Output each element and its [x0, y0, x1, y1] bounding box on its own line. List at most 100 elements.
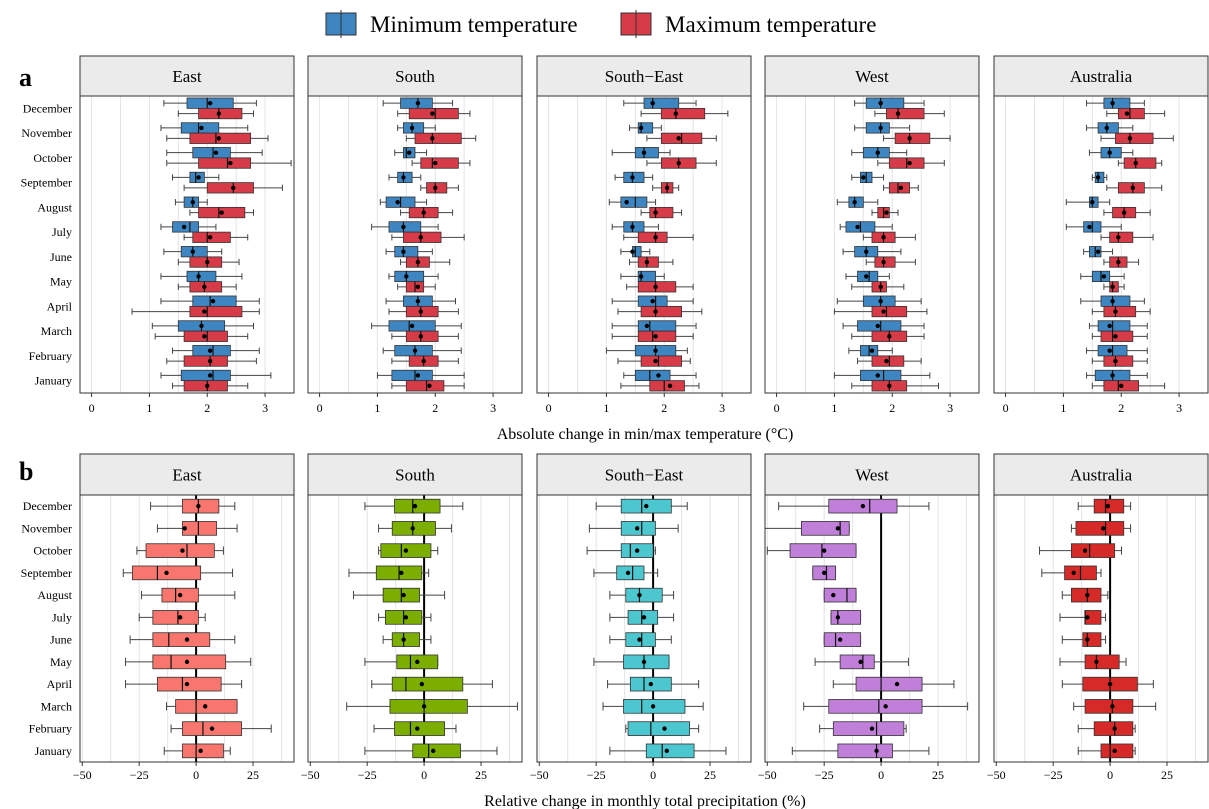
box-august — [1061, 587, 1109, 603]
month-label-july: July — [52, 225, 72, 239]
panel-border — [764, 95, 980, 394]
box-september — [593, 565, 659, 581]
mean-point — [835, 615, 841, 620]
box-september — [122, 565, 234, 581]
mean-point — [884, 210, 889, 215]
box-min-november — [1086, 122, 1134, 134]
box-min-december — [1086, 97, 1145, 109]
box-min-july — [371, 221, 439, 233]
month-label-october: October — [33, 544, 72, 558]
box-october — [378, 543, 439, 558]
mean-point — [401, 249, 406, 254]
facet-strip — [536, 453, 752, 496]
mean-point — [625, 570, 631, 576]
mean-point — [207, 235, 213, 240]
box-max-march — [1091, 330, 1148, 342]
mean-point — [864, 249, 869, 254]
mean-point — [418, 334, 423, 339]
mean-point — [648, 681, 654, 687]
month-label-december: December — [23, 499, 72, 513]
mean-point — [421, 358, 426, 364]
box — [186, 270, 217, 283]
box-max-december — [397, 107, 471, 120]
mean-point — [855, 224, 860, 230]
mean-point — [878, 298, 883, 304]
box-may — [364, 654, 439, 670]
box — [865, 122, 890, 134]
mean-point — [1085, 637, 1090, 642]
mean-point — [858, 659, 863, 665]
mean-point — [419, 681, 425, 687]
mean-point — [415, 659, 420, 665]
box — [865, 97, 905, 109]
box-min-july — [611, 221, 659, 233]
box — [1115, 132, 1154, 144]
box-september — [348, 565, 430, 581]
mean-point — [431, 748, 436, 754]
mean-point — [653, 284, 658, 290]
box-max-august — [640, 206, 683, 219]
box-max-july — [183, 231, 249, 243]
mean-point — [650, 298, 655, 304]
mean-point — [835, 526, 841, 531]
mean-point — [907, 160, 912, 166]
box-min-july — [160, 221, 217, 233]
box-max-may — [626, 281, 694, 293]
box — [182, 743, 224, 759]
box-max-november — [405, 132, 477, 144]
box — [634, 147, 659, 159]
box-max-september — [420, 182, 459, 194]
month-label-november: November — [21, 126, 72, 140]
box-max-december — [874, 107, 945, 120]
mean-point — [881, 309, 886, 314]
x-tick-label: −25 — [1044, 768, 1063, 782]
x-tick-label: 1 — [603, 401, 609, 415]
mean-point — [860, 503, 866, 509]
box — [198, 157, 252, 169]
box-april — [607, 676, 700, 692]
box-april — [832, 676, 955, 692]
box — [645, 743, 695, 759]
box — [649, 380, 685, 392]
box-max-april — [617, 305, 703, 318]
box-april — [371, 676, 493, 692]
mean-point — [875, 373, 880, 378]
x-tick-label: 0 — [650, 768, 656, 782]
box-max-december — [640, 107, 729, 120]
x-tick-label: 25 — [247, 768, 259, 782]
x-tick-label: −50 — [987, 768, 1006, 782]
mean-point — [202, 284, 207, 290]
mean-point — [637, 637, 642, 642]
box-min-november — [854, 122, 911, 134]
x-tick-label: 3 — [1176, 401, 1182, 415]
mean-point — [641, 615, 647, 620]
box-october — [766, 543, 857, 558]
box-min-december — [382, 97, 454, 109]
box — [1103, 305, 1137, 318]
box-min-august — [1065, 196, 1111, 208]
box — [1103, 97, 1131, 109]
mean-point — [199, 125, 204, 131]
mean-point — [182, 526, 187, 531]
box-max-december — [177, 107, 255, 120]
x-tick-label: −25 — [358, 768, 377, 782]
month-label-august: August — [37, 588, 72, 602]
box-august — [353, 587, 446, 603]
mean-point — [403, 615, 409, 620]
box-november — [156, 521, 238, 536]
box — [1075, 521, 1125, 536]
x-tick-label: 0 — [317, 401, 323, 415]
mean-point — [1113, 358, 1118, 364]
mean-point — [199, 323, 204, 329]
mean-point — [1116, 259, 1121, 265]
facet-strip — [79, 453, 295, 496]
mean-point — [216, 111, 222, 116]
box — [860, 369, 902, 382]
x-tick-label: −50 — [73, 768, 92, 782]
mean-point — [415, 298, 421, 304]
box-july — [1059, 610, 1107, 625]
box — [828, 699, 923, 714]
mean-point — [184, 637, 190, 642]
panel-border — [993, 494, 1209, 763]
mean-point — [404, 274, 409, 279]
